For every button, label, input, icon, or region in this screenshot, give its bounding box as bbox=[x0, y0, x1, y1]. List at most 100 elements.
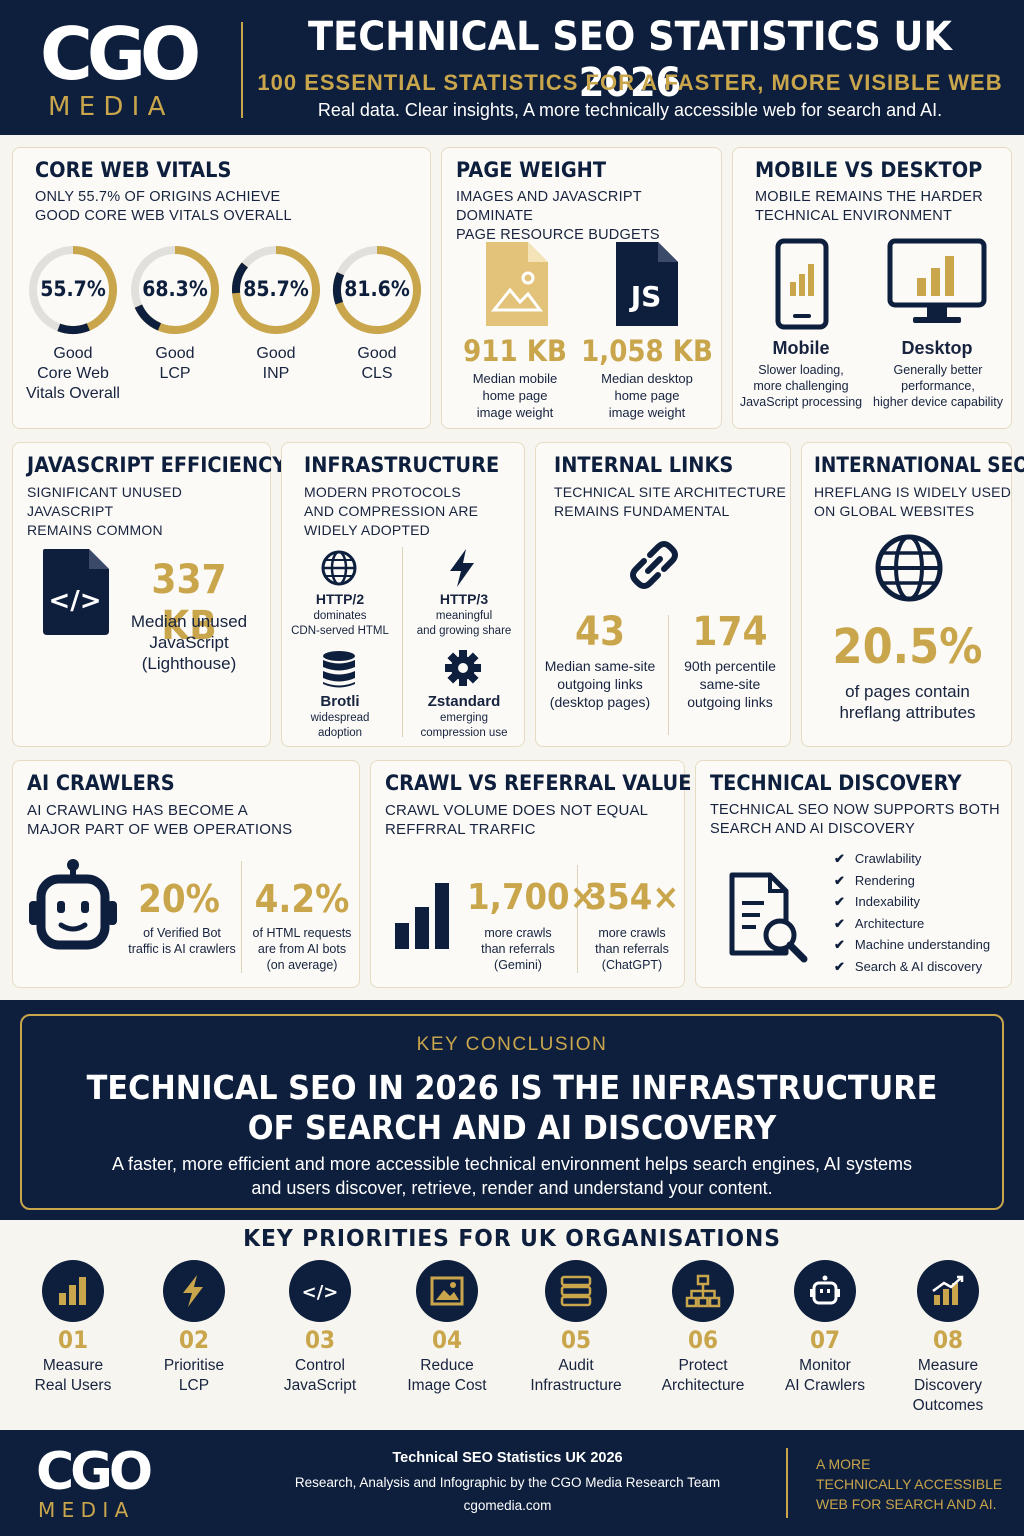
ring-value: 85.7% bbox=[243, 277, 309, 301]
caption-line: same-site bbox=[699, 676, 761, 692]
priority-label-line: Image Cost bbox=[407, 1377, 487, 1394]
subtitle-line: ON GLOBAL WEBSITES bbox=[814, 503, 975, 519]
http2-caption: dominates CDN-served HTML bbox=[282, 609, 398, 639]
priority-label-line: Prioritise bbox=[163, 1357, 225, 1374]
check-item-label: Rendering bbox=[854, 872, 915, 888]
ring-label: Good Core Web Vitals Overall bbox=[17, 344, 129, 404]
caption-line: meaningful bbox=[435, 610, 493, 622]
priority-label: Measure Real Users bbox=[13, 1356, 133, 1396]
caption-line: image weight bbox=[608, 405, 686, 420]
footer-tag-line: WEB FOR SEARCH AND AI. bbox=[816, 1496, 997, 1512]
links-divider bbox=[668, 615, 669, 735]
international-seo-panel: INTERNATIONAL SEO HREFLANG IS WIDELY USE… bbox=[801, 442, 1024, 747]
caption-line: emerging bbox=[440, 712, 488, 724]
ring-label-line: LCP bbox=[159, 365, 191, 382]
conclusion-title-line: TECHNICAL SEO IN 2026 IS THE INFRASTRUCT… bbox=[86, 1068, 938, 1107]
chatgpt-ratio-value: 354× bbox=[584, 877, 680, 918]
code-file-icon: </> bbox=[43, 549, 109, 635]
priority-label-line: Infrastructure bbox=[530, 1377, 622, 1394]
caption-line: widespread bbox=[310, 712, 370, 724]
js-efficiency-subtitle: SIGNIFICANT UNUSED JAVASCRIPT REMAINS CO… bbox=[27, 483, 270, 540]
core-web-vitals-panel: CORE WEB VITALS ONLY 55.7% OF ORIGINS AC… bbox=[12, 147, 431, 429]
caption-line: adoption bbox=[317, 727, 363, 739]
vitals-ring: 85.7% bbox=[230, 244, 322, 336]
ring-label: Good CLS bbox=[321, 344, 433, 384]
ring-label-line: Good bbox=[357, 345, 397, 362]
footer-url[interactable]: cgomedia.com bbox=[463, 1498, 552, 1513]
caption-line: (Lighthouse) bbox=[141, 654, 237, 673]
subtitle-line: REFFRRAL TRARFIC bbox=[385, 821, 536, 838]
links-p90-caption: 90th percentile same-site outgoing links bbox=[668, 657, 792, 711]
infrastructure-subtitle: MODERN PROTOCOLS AND COMPRESSION ARE WID… bbox=[304, 483, 478, 540]
caption-line: traffic is AI crawlers bbox=[128, 942, 236, 956]
caption-line: outgoing links bbox=[557, 676, 643, 692]
ring-label-line: CLS bbox=[361, 365, 393, 382]
conclusion-box: KEY CONCLUSION TECHNICAL SEO IN 2026 IS … bbox=[20, 1014, 1004, 1210]
vitals-ring: 55.7% bbox=[27, 244, 119, 336]
priority-number: 03 bbox=[304, 1326, 336, 1354]
caption-line: than referrals bbox=[595, 942, 669, 956]
subtitle-line: SIGNIFICANT UNUSED JAVASCRIPT bbox=[27, 484, 183, 519]
checkmark-icon: ✔ bbox=[834, 915, 845, 931]
subtitle-line: TECHNICAL ENVIRONMENT bbox=[755, 208, 953, 224]
robot-icon bbox=[794, 1260, 856, 1322]
subtitle-line: ONLY 55.7% OF ORIGINS ACHIEVE bbox=[35, 189, 281, 205]
subtitle-line: GOOD CORE WEB VITALS OVERALL bbox=[35, 208, 292, 224]
code-icon: </> bbox=[289, 1260, 351, 1322]
ring-label-line: Good bbox=[155, 345, 195, 362]
check-item: ✔ Machine understanding bbox=[834, 937, 990, 953]
priority-label-line: AI Crawlers bbox=[784, 1377, 866, 1394]
check-item-label: Machine understanding bbox=[854, 937, 991, 952]
internal-links-panel: INTERNAL LINKS TECHNICAL SITE ARCHITECTU… bbox=[535, 442, 791, 747]
conclusion-text-line: and users discover, retrieve, render and… bbox=[251, 1178, 773, 1198]
bar-chart-icon bbox=[395, 883, 449, 949]
priority-label-line: Measure bbox=[42, 1357, 104, 1374]
header-divider bbox=[241, 22, 243, 118]
priority-label: Monitor AI Crawlers bbox=[765, 1356, 885, 1396]
priority-label-line: Discovery bbox=[913, 1377, 983, 1394]
page-subtitle: 100 ESSENTIAL STATISTICS FOR A FASTER, M… bbox=[257, 70, 1003, 95]
conclusion-title: TECHNICAL SEO IN 2026 IS THE INFRASTRUCT… bbox=[61, 1068, 963, 1148]
subtitle-line: MAJOR PART OF WEB OPERATIONS bbox=[27, 821, 293, 838]
priority-label: Audit Infrastructure bbox=[516, 1356, 636, 1396]
priority-number: 06 bbox=[687, 1326, 719, 1354]
subtitle-line: AI CRAWLING HAS BECOME A bbox=[27, 802, 248, 819]
image-icon bbox=[416, 1260, 478, 1322]
check-item-label: Crawlability bbox=[854, 851, 922, 866]
caption-line: (Gemini) bbox=[494, 958, 542, 972]
zstandard-label: Zstandard bbox=[427, 693, 501, 710]
brotli-label: Brotli bbox=[320, 693, 360, 710]
document-search-icon bbox=[729, 872, 808, 963]
mobile-desktop-title: MOBILE VS DESKTOP bbox=[755, 158, 983, 182]
svg-text:</>: </> bbox=[48, 586, 101, 616]
stat-caption: Median mobile home page image weight bbox=[442, 370, 588, 421]
bar-chart-icon bbox=[42, 1260, 104, 1322]
priority-label: Reduce Image Cost bbox=[387, 1356, 507, 1396]
http2-label: HTTP/2 bbox=[315, 591, 365, 607]
checkmark-icon: ✔ bbox=[834, 894, 845, 909]
brotli-caption: widespread adoption bbox=[282, 711, 398, 741]
caption-line: and growing share bbox=[416, 625, 512, 637]
checkmark-icon: ✔ bbox=[834, 872, 845, 888]
check-item: ✔ Rendering bbox=[834, 873, 915, 889]
subtitle-line: TECHNICAL SEO NOW SUPPORTS BOTH bbox=[710, 802, 1000, 818]
caption-line: outgoing links bbox=[687, 694, 773, 710]
database-icon bbox=[323, 651, 355, 688]
check-item: ✔ Indexability bbox=[834, 894, 920, 910]
vitals-ring: 81.6% bbox=[331, 244, 423, 336]
footer-tag-line: A MORE bbox=[816, 1456, 871, 1472]
page-title: TECHNICAL SEO STATISTICS UK 2026 bbox=[308, 14, 952, 106]
caption-line: (desktop pages) bbox=[549, 694, 651, 710]
priority-label-line: Audit bbox=[558, 1357, 594, 1374]
js-unused-caption: Median unused JavaScript (Lighthouse) bbox=[113, 611, 265, 674]
ring-label: Good LCP bbox=[119, 344, 231, 384]
check-item-label: Architecture bbox=[854, 915, 925, 931]
priority-number: 01 bbox=[57, 1326, 89, 1354]
caption-line: (ChatGPT) bbox=[601, 958, 663, 972]
infrastructure-panel: INFRASTRUCTURE MODERN PROTOCOLS AND COMP… bbox=[281, 442, 525, 747]
priority-label-line: Architecture bbox=[661, 1377, 745, 1394]
subtitle-line: HREFLANG IS WIDELY USED bbox=[814, 484, 1012, 500]
lightning-icon bbox=[450, 549, 474, 587]
js-icon-text: JS bbox=[629, 280, 662, 313]
caption-line: Median mobile bbox=[472, 371, 558, 386]
